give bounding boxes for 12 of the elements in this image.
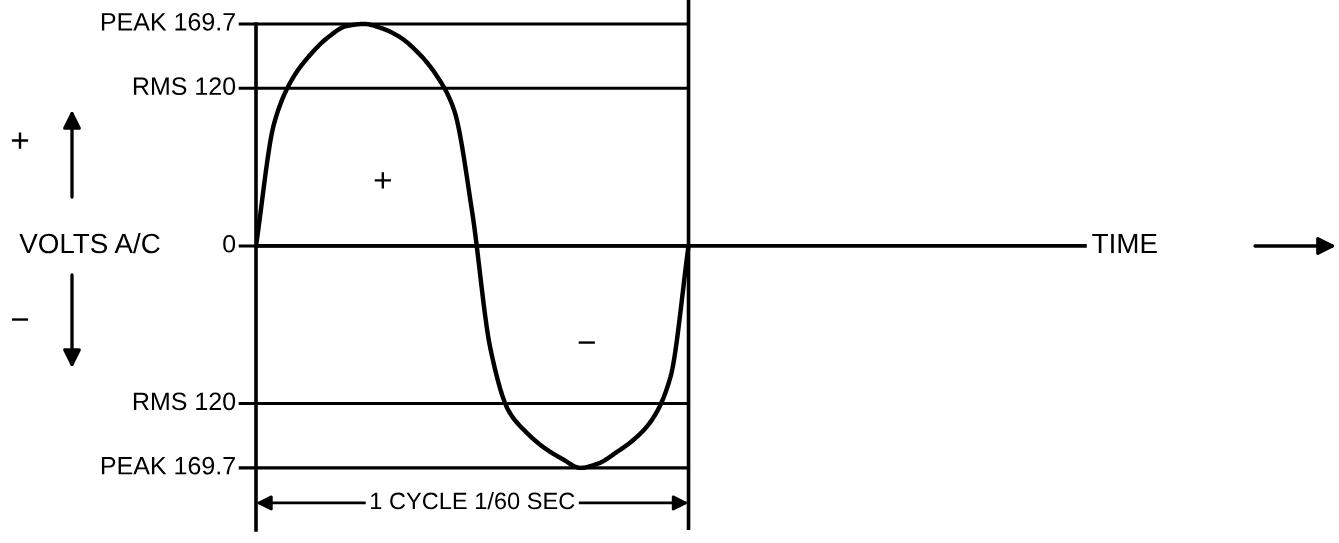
y-axis-title: VOLTS A/C: [19, 232, 160, 254]
text: −: [11, 318, 29, 321]
ref-line-label: PEAK 169.7: [101, 12, 235, 31]
text: 1 CYCLE 1/60 SEC: [371, 491, 575, 510]
annotation: +: [374, 172, 391, 189]
ref-line-label: 0: [223, 234, 236, 253]
x-axis-title: TIME: [1092, 233, 1157, 254]
text: +: [11, 132, 29, 149]
annotation: −: [578, 341, 595, 344]
ref-line-label: RMS 120: [133, 77, 236, 96]
ref-line-label: PEAK 169.7: [101, 456, 235, 475]
ref-line-label: RMS 120: [133, 392, 236, 411]
